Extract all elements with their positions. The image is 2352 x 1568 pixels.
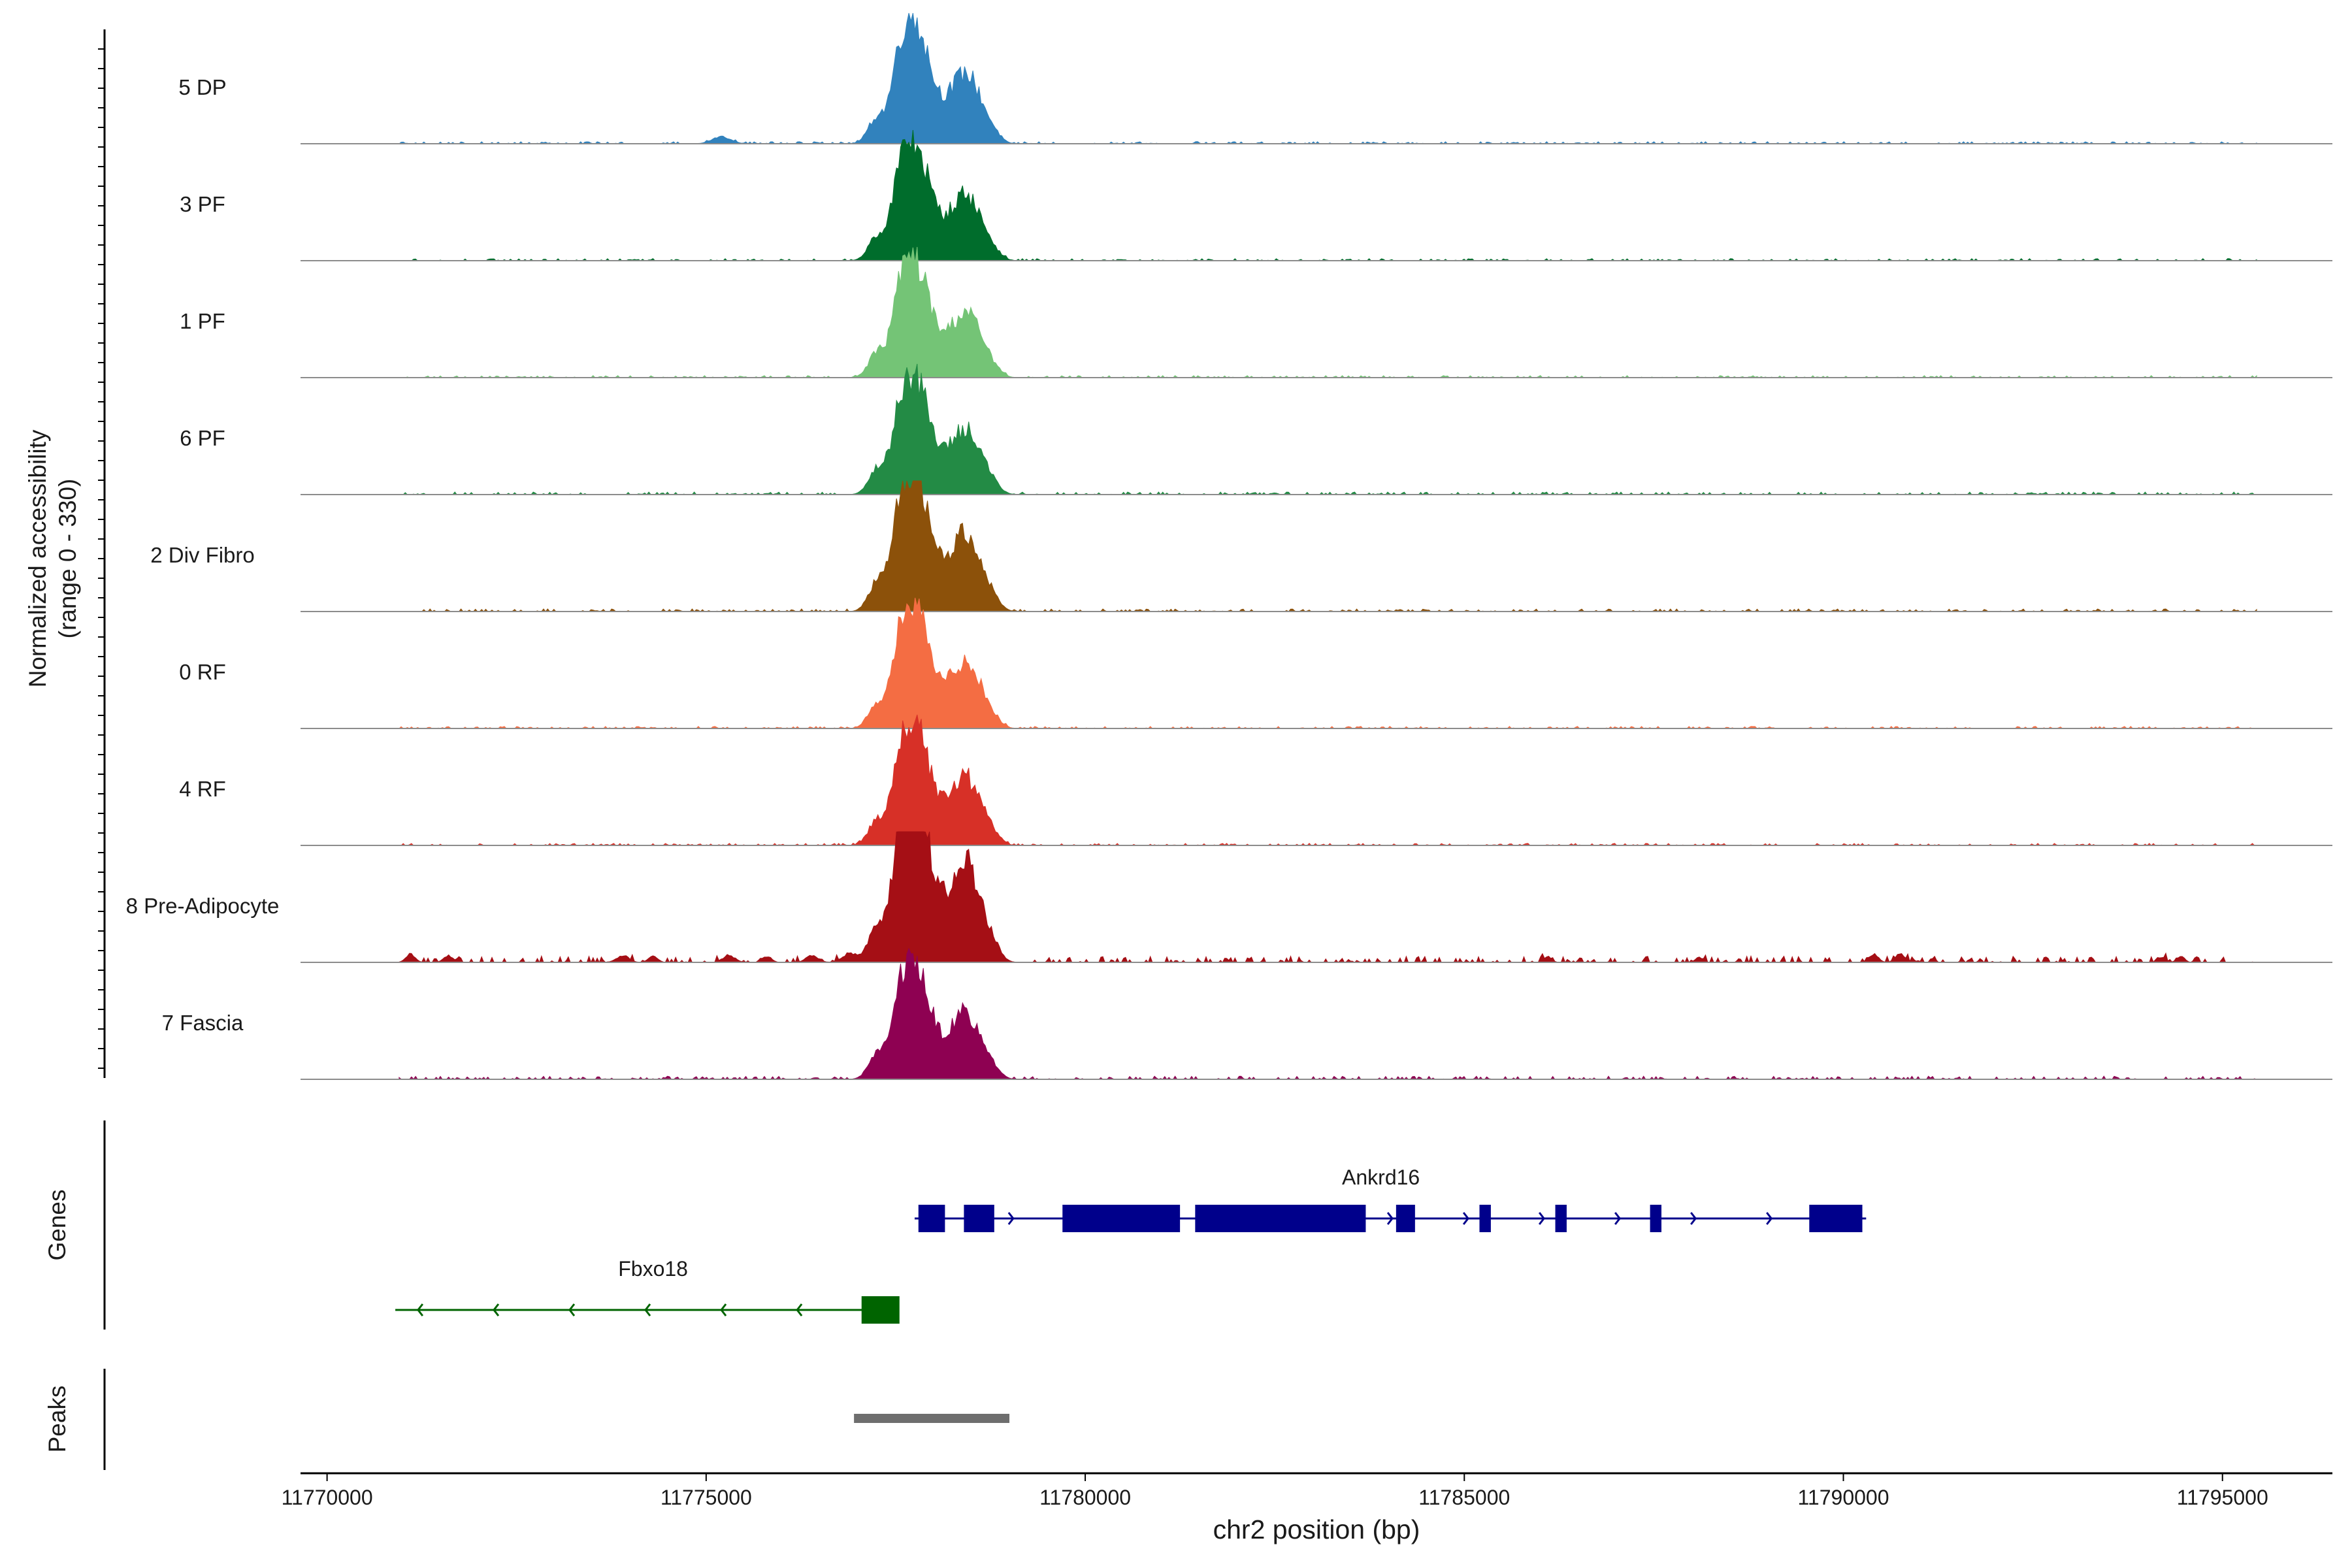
- track-label: 6 PF: [180, 426, 225, 450]
- track-label: 1 PF: [180, 309, 225, 333]
- x-tick-label: 11775000: [661, 1486, 752, 1509]
- x-axis: 11770000 11775000 11780000 11785000 11790000…: [282, 1472, 2332, 1509]
- track-label: 8 Pre-Adipocyte: [126, 894, 280, 918]
- coverage-track-area: [399, 480, 2257, 612]
- strand-arrow: [1538, 1212, 1546, 1225]
- coverage-track-area: [398, 12, 2257, 144]
- strand-arrow: [1690, 1212, 1697, 1225]
- strand-arrow: [1462, 1212, 1469, 1225]
- gene-exon: [918, 1205, 945, 1232]
- coverage-track-area: [399, 246, 2257, 378]
- coverage-track-area: [399, 947, 2257, 1080]
- peaks-panel: [854, 1414, 1010, 1423]
- gene-exon: [1062, 1205, 1181, 1232]
- gene-exon: [964, 1205, 994, 1232]
- x-tick-label: 11790000: [1798, 1486, 1889, 1509]
- track-label: 4 RF: [179, 777, 226, 801]
- coverage-track-area: [398, 597, 2257, 729]
- gene-exon: [1809, 1205, 1863, 1232]
- gene-name-label: Ankrd16: [1342, 1166, 1420, 1189]
- gene-exon: [861, 1296, 900, 1324]
- strand-arrow: [1007, 1212, 1015, 1225]
- x-axis-label: chr2 position (bp): [1213, 1514, 1420, 1544]
- gene-exon: [1195, 1205, 1366, 1232]
- strand-arrow: [416, 1303, 424, 1316]
- gene-exon: [1650, 1205, 1662, 1232]
- gene-exon: [1396, 1205, 1415, 1232]
- peaks-panel-label: Peaks: [44, 1386, 71, 1453]
- coverage-track-area: [399, 714, 2257, 846]
- strand-arrow: [644, 1303, 651, 1316]
- strand-arrow: [493, 1303, 500, 1316]
- strand-arrow: [1766, 1212, 1773, 1225]
- gene-exon: [1555, 1205, 1567, 1232]
- x-tick-label: 11770000: [282, 1486, 373, 1509]
- track-label: 5 DP: [178, 75, 226, 99]
- y-axis-label-line1: Normalized accessibility: [24, 429, 51, 687]
- genes-panel-label: Genes: [44, 1189, 71, 1260]
- coverage-track-area: [399, 363, 2257, 495]
- coverage-track-area: [399, 129, 2257, 261]
- peak-region: [854, 1414, 1010, 1423]
- x-tick-label: 11795000: [2177, 1486, 2268, 1509]
- track-label: 7 Fascia: [162, 1011, 244, 1035]
- y-axis-label-line2: (range 0 - 330): [54, 479, 81, 639]
- strand-arrow: [1614, 1212, 1622, 1225]
- track-label: 0 RF: [179, 660, 226, 684]
- track-label: 2 Div Fibro: [150, 543, 255, 567]
- gene-exon: [1479, 1205, 1491, 1232]
- x-tick-label: 11785000: [1418, 1486, 1510, 1509]
- strand-arrow: [796, 1303, 803, 1316]
- coverage-y-axis: [98, 29, 106, 1078]
- gene-name-label: Fbxo18: [618, 1257, 688, 1281]
- coverage-panel: 5 DP 3 PF 1 PF 6 PF 2 Div Fibro 0 RF 4 RF 8 Pre…: [126, 12, 2332, 1080]
- x-tick-label: 11780000: [1039, 1486, 1131, 1509]
- coverage-track-area: [399, 831, 2257, 964]
- strand-arrow: [1386, 1212, 1394, 1225]
- track-label: 3 PF: [180, 192, 225, 216]
- strand-arrow: [720, 1303, 727, 1316]
- genes-panel: Ankrd16 Fbxo18: [395, 1166, 1867, 1324]
- strand-arrow: [568, 1303, 576, 1316]
